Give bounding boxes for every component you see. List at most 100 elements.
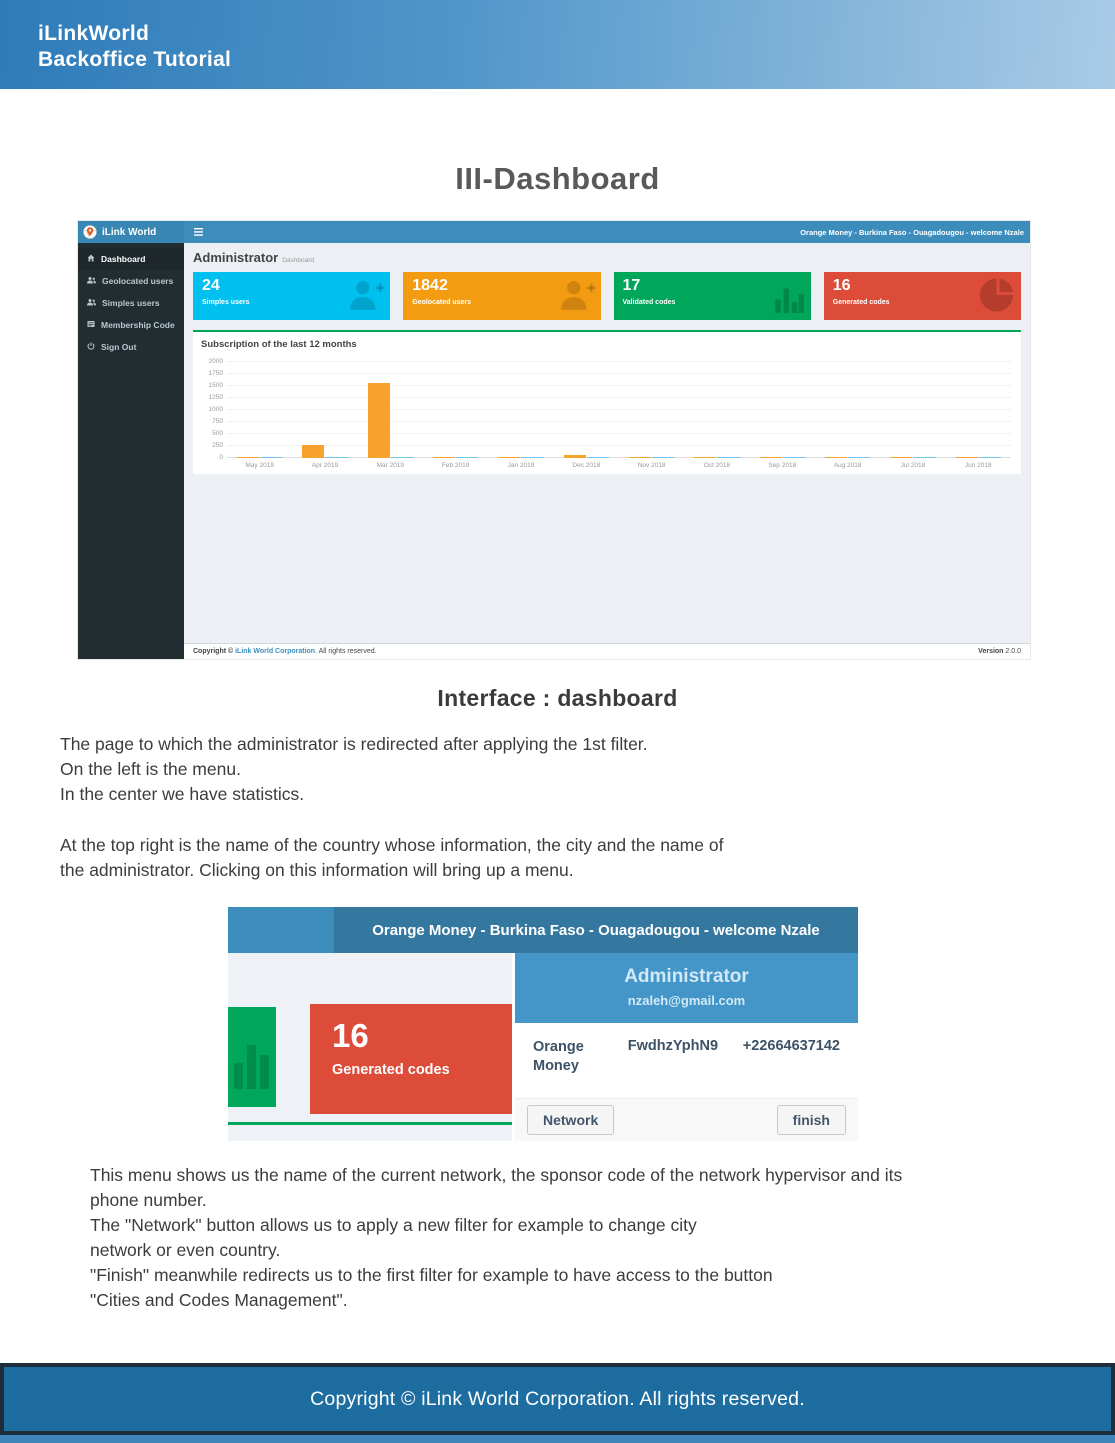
network-button[interactable]: Network xyxy=(527,1105,615,1135)
x-axis-tick-label: Jan 2019 xyxy=(507,462,535,469)
chart-category-group xyxy=(423,362,488,458)
topbar-user-menu[interactable]: Orange Money - Burkina Faso - Ouagadougo… xyxy=(800,227,1024,237)
chart-bar xyxy=(236,456,260,458)
menu-shot-topbar: Orange Money - Burkina Faso - Ouagadougo… xyxy=(228,907,858,953)
sidebar-item-simples-users[interactable]: Simples users xyxy=(78,292,184,314)
stat-card-generated-codes: 16 Generated codes xyxy=(823,272,1021,320)
chart-bar xyxy=(848,456,871,458)
gridline xyxy=(227,421,1011,422)
chart-category-group xyxy=(684,362,749,458)
footer-copyright: Copyright © iLink World Corporation. All… xyxy=(310,1387,805,1410)
sidebar-item-sign-out[interactable]: Sign Out xyxy=(78,336,184,358)
chart-category-group xyxy=(946,362,1011,458)
version-label: Version xyxy=(978,648,1004,655)
copyright-prefix: Copyright © xyxy=(193,648,236,655)
copyright-suffix: . All rights reserved. xyxy=(315,648,377,655)
sidebar-item-geolocated-users[interactable]: Geolocated users xyxy=(78,270,184,292)
gridline xyxy=(227,361,1011,362)
chart-bar xyxy=(325,456,348,458)
gridline xyxy=(227,373,1011,374)
chart-bar xyxy=(652,456,675,458)
stat-cards-row: 24 Simples users 1842 Geolocated users 1… xyxy=(193,272,1021,320)
user-menu-footer: Network finish xyxy=(515,1098,858,1141)
sidebar-item-label: Membership Code xyxy=(101,320,175,330)
brand-logo[interactable]: iLink World xyxy=(78,221,184,243)
topbar-user-menu[interactable]: Orange Money - Burkina Faso - Ouagadougo… xyxy=(334,907,858,953)
pie-chart-icon xyxy=(980,277,1016,318)
chart-bar xyxy=(390,456,414,458)
x-axis-tick-label: Jul 2018 xyxy=(900,462,926,469)
chart-bar xyxy=(260,456,283,458)
chart-panel: Subscription of the last 12 months 0 250 5… xyxy=(193,330,1021,474)
dashboard-content: Administrator Dashboard 24 Simples users … xyxy=(184,243,1030,659)
y-axis-tick-label: 250 xyxy=(212,442,223,449)
chart-category-group xyxy=(815,362,880,458)
network-name: Orange Money xyxy=(533,1039,584,1074)
x-axis-tick-label: Mar 2019 xyxy=(376,462,405,469)
version-value: 2.0.0 xyxy=(1005,648,1021,655)
users-icon xyxy=(87,276,96,286)
dashboard-topbar: iLink World Orange Money - Burkina Faso … xyxy=(78,221,1030,243)
user-dropdown-menu: Administrator nzaleh@gmail.com Orange Mo… xyxy=(512,953,858,1141)
user-menu-header: Administrator nzaleh@gmail.com xyxy=(515,953,858,1023)
chart-bar xyxy=(521,456,544,458)
chart-plot xyxy=(227,361,1011,458)
sidebar-item-label: Geolocated users xyxy=(102,276,174,286)
y-axis-tick-label: 1750 xyxy=(208,370,223,377)
chart-category-group xyxy=(750,362,815,458)
sidebar-item-label: Simples users xyxy=(102,298,160,308)
hamburger-icon[interactable] xyxy=(194,221,203,243)
tutorial-banner: iLinkWorld Backoffice Tutorial xyxy=(0,0,1115,89)
stat-label: Validated codes xyxy=(622,299,676,306)
chart: 0 250 500 750 1000 1250 1500 1750 2000 May 2019 A… xyxy=(201,358,1011,471)
generated-codes-card: 16 Generated codes xyxy=(310,1004,512,1114)
chart-bar xyxy=(302,445,325,458)
bar-chart-icon xyxy=(772,283,806,318)
sidebar-item-membership-code[interactable]: Membership Code xyxy=(78,314,184,336)
user-menu-title: Administrator xyxy=(624,966,749,987)
chart-bar xyxy=(456,456,479,458)
sponsor-code: FwdhzYphN9 xyxy=(627,1038,719,1054)
chart-bar xyxy=(586,456,609,458)
chart-category-group xyxy=(880,362,945,458)
validated-codes-card-fragment xyxy=(228,1007,276,1107)
home-icon xyxy=(87,254,95,264)
x-axis-tick-label: Dec 2018 xyxy=(572,462,601,469)
sidebar-item-dashboard[interactable]: Dashboard xyxy=(78,248,184,270)
gridline xyxy=(227,397,1011,398)
chart-bar xyxy=(694,456,717,458)
banner-subtitle: Backoffice Tutorial xyxy=(38,48,232,71)
chart-x-axis: May 2019 Apr 2019 Mar 2019 Feb 2019 Jan 2019… xyxy=(227,458,1011,471)
stat-value: 16 xyxy=(832,277,851,294)
stat-label: Simples users xyxy=(202,299,250,306)
gridline xyxy=(227,445,1011,446)
chart-title: Subscription of the last 12 months xyxy=(201,339,357,350)
user-plus-icon xyxy=(347,275,385,318)
stat-value: 17 xyxy=(622,277,641,294)
gridline xyxy=(227,409,1011,410)
version-text: Version 2.0.0 xyxy=(978,648,1021,655)
stat-label: Geolocated users xyxy=(412,299,471,306)
sidebar: Dashboard Geolocated users Simples users… xyxy=(78,243,184,659)
power-icon xyxy=(87,342,95,352)
chart-y-axis: 0 250 500 750 1000 1250 1500 1750 2000 xyxy=(201,358,223,461)
x-axis-tick-label: Sep 2018 xyxy=(768,462,797,469)
finish-button[interactable]: finish xyxy=(776,1105,846,1135)
chart-category-group xyxy=(358,362,423,458)
chart-bar xyxy=(498,456,521,458)
stat-label: Generated codes xyxy=(332,1062,450,1078)
paragraph-2: At the top right is the name of the coun… xyxy=(60,835,724,880)
x-axis-tick-label: Apr 2019 xyxy=(311,462,339,469)
brand-name: iLink World xyxy=(102,226,157,238)
chart-bar xyxy=(717,456,740,458)
dashboard-footer: Copyright © iLink World Corporation. All… xyxy=(184,643,1030,659)
company-link[interactable]: iLink World Corporation xyxy=(235,648,316,655)
stat-value: 24 xyxy=(202,277,220,294)
chart-bar xyxy=(759,456,782,458)
paragraph-3: This menu shows us the name of the curre… xyxy=(90,1165,903,1310)
stat-value: 1842 xyxy=(412,277,448,294)
x-axis-tick-label: Feb 2019 xyxy=(441,462,470,469)
paragraph-1: The page to which the administrator is r… xyxy=(60,734,648,804)
topbar-left-segment xyxy=(228,907,334,953)
sidebar-item-label: Sign Out xyxy=(101,342,137,352)
